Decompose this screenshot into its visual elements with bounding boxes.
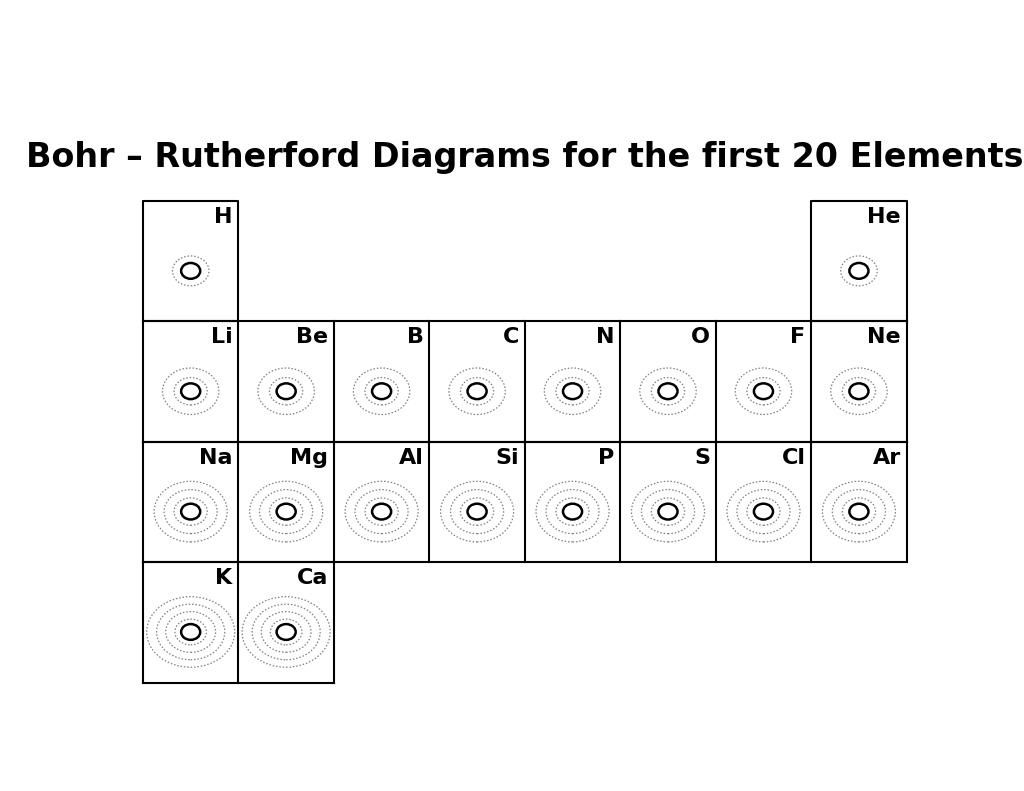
Text: Na: Na bbox=[199, 448, 232, 467]
Text: Ca: Ca bbox=[297, 568, 328, 588]
Text: K: K bbox=[215, 568, 232, 588]
Text: O: O bbox=[691, 327, 710, 347]
Text: Ne: Ne bbox=[867, 327, 901, 347]
Text: Ar: Ar bbox=[872, 448, 901, 467]
Text: Mg: Mg bbox=[290, 448, 328, 467]
Text: Si: Si bbox=[496, 448, 519, 467]
Text: He: He bbox=[867, 207, 901, 227]
Text: B: B bbox=[407, 327, 424, 347]
Text: Al: Al bbox=[398, 448, 424, 467]
Text: H: H bbox=[214, 207, 232, 227]
Text: Bohr – Rutherford Diagrams for the first 20 Elements: Bohr – Rutherford Diagrams for the first… bbox=[26, 142, 1024, 174]
Text: F: F bbox=[791, 327, 806, 347]
Text: Cl: Cl bbox=[781, 448, 806, 467]
Text: P: P bbox=[598, 448, 614, 467]
Text: Be: Be bbox=[296, 327, 328, 347]
Text: N: N bbox=[596, 327, 614, 347]
Text: C: C bbox=[503, 327, 519, 347]
Text: S: S bbox=[694, 448, 710, 467]
Text: Li: Li bbox=[211, 327, 232, 347]
